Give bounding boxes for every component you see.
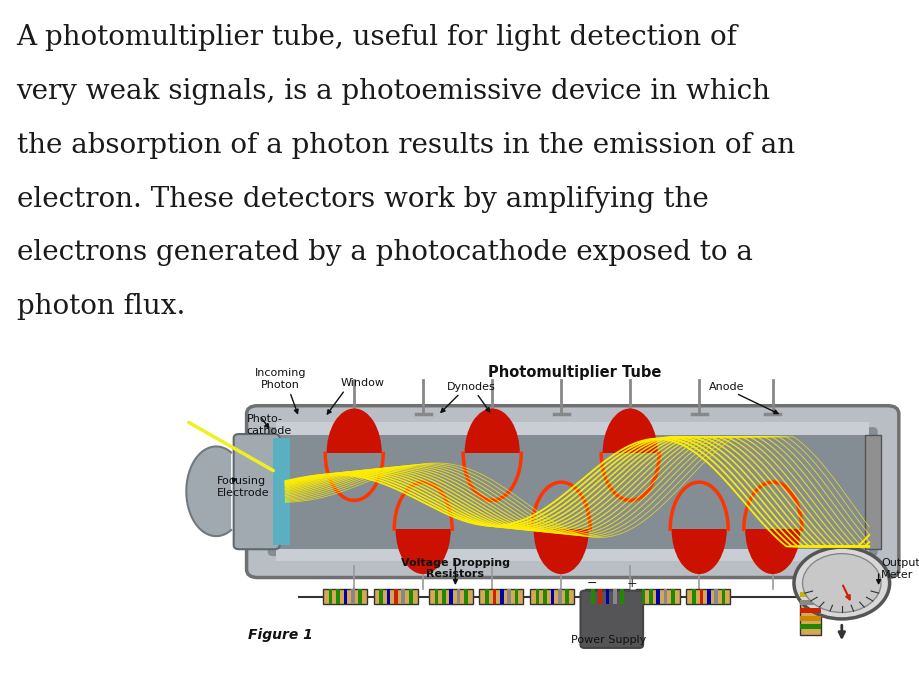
Bar xyxy=(335,589,339,604)
Bar xyxy=(434,589,437,604)
Bar xyxy=(350,589,354,604)
Ellipse shape xyxy=(464,408,519,498)
Bar xyxy=(800,586,820,635)
Text: Focusing
Electrode: Focusing Electrode xyxy=(217,476,269,497)
Bar xyxy=(597,589,601,604)
Text: Window: Window xyxy=(340,378,384,388)
Bar xyxy=(328,589,332,604)
Text: photon flux.: photon flux. xyxy=(17,293,185,320)
Bar xyxy=(428,589,472,604)
Ellipse shape xyxy=(326,408,381,498)
Bar xyxy=(529,589,573,604)
Bar xyxy=(666,484,731,529)
Bar xyxy=(557,589,561,604)
Ellipse shape xyxy=(671,484,726,574)
Bar xyxy=(605,589,608,604)
Text: Incoming
Photon: Incoming Photon xyxy=(255,368,306,390)
Text: electrons generated by a photocathode exposed to a: electrons generated by a photocathode ex… xyxy=(17,239,752,266)
Text: the absorption of a photon results in the emission of an: the absorption of a photon results in th… xyxy=(17,132,794,159)
Bar xyxy=(648,589,652,604)
Bar xyxy=(276,549,868,561)
Bar xyxy=(506,589,510,604)
Text: Figure 1: Figure 1 xyxy=(248,628,312,642)
Bar xyxy=(386,589,390,604)
Circle shape xyxy=(793,547,889,619)
Bar xyxy=(635,589,679,604)
Bar xyxy=(391,484,455,529)
Bar xyxy=(691,589,695,604)
Bar xyxy=(864,435,880,549)
Ellipse shape xyxy=(602,408,657,498)
Text: Output
Meter: Output Meter xyxy=(880,558,919,580)
Bar xyxy=(460,453,524,498)
Text: +: + xyxy=(626,577,637,590)
Bar xyxy=(456,589,460,604)
Bar xyxy=(379,589,382,604)
Bar xyxy=(484,589,488,604)
Bar xyxy=(528,484,593,529)
Bar xyxy=(713,589,717,604)
Ellipse shape xyxy=(533,484,588,574)
Bar xyxy=(514,589,517,604)
Text: Power Supply: Power Supply xyxy=(571,635,646,644)
Bar xyxy=(276,422,868,435)
Bar xyxy=(448,589,452,604)
Polygon shape xyxy=(187,446,231,536)
Text: electron. These detectors work by amplifying the: electron. These detectors work by amplif… xyxy=(17,186,708,213)
Text: Anode: Anode xyxy=(709,382,743,392)
Bar xyxy=(800,591,820,597)
Bar xyxy=(393,589,397,604)
Bar xyxy=(343,589,346,604)
FancyBboxPatch shape xyxy=(246,406,898,578)
Bar xyxy=(597,453,662,498)
Bar xyxy=(441,589,445,604)
FancyBboxPatch shape xyxy=(233,434,279,549)
Text: −: − xyxy=(585,577,596,590)
Bar xyxy=(800,624,820,629)
Bar xyxy=(706,589,709,604)
FancyBboxPatch shape xyxy=(267,427,877,556)
Bar xyxy=(641,589,644,604)
Bar xyxy=(800,600,820,605)
Bar xyxy=(479,589,523,604)
Bar xyxy=(463,589,467,604)
Bar xyxy=(698,589,702,604)
Bar xyxy=(323,589,367,604)
Text: Photo-
cathode: Photo- cathode xyxy=(246,414,291,435)
Bar xyxy=(663,589,666,604)
Bar xyxy=(590,589,594,604)
Bar xyxy=(273,438,289,545)
Bar xyxy=(550,589,553,604)
Bar xyxy=(655,589,659,604)
Bar xyxy=(492,589,495,604)
Circle shape xyxy=(801,553,880,613)
Text: Dynodes: Dynodes xyxy=(447,382,494,392)
Bar xyxy=(499,589,503,604)
Bar xyxy=(542,589,546,604)
Bar xyxy=(720,589,724,604)
Bar xyxy=(373,589,417,604)
Text: Voltage Dropping
Resistors: Voltage Dropping Resistors xyxy=(401,558,509,579)
Bar xyxy=(408,589,412,604)
Ellipse shape xyxy=(395,484,450,574)
Bar xyxy=(612,589,616,604)
Bar xyxy=(800,608,820,613)
Ellipse shape xyxy=(744,484,800,574)
Bar xyxy=(740,484,804,529)
Bar xyxy=(686,589,730,604)
Bar xyxy=(800,615,820,621)
Bar xyxy=(670,589,674,604)
Text: A photomultiplier tube, useful for light detection of: A photomultiplier tube, useful for light… xyxy=(17,24,737,51)
Bar xyxy=(322,453,386,498)
Bar xyxy=(584,589,629,604)
Bar xyxy=(535,589,539,604)
Bar xyxy=(401,589,404,604)
Text: Photomultiplier Tube: Photomultiplier Tube xyxy=(488,364,661,380)
Bar xyxy=(357,589,361,604)
Text: very weak signals, is a photoemissive device in which: very weak signals, is a photoemissive de… xyxy=(17,78,770,105)
Bar xyxy=(564,589,568,604)
Bar xyxy=(619,589,623,604)
FancyBboxPatch shape xyxy=(580,591,642,648)
